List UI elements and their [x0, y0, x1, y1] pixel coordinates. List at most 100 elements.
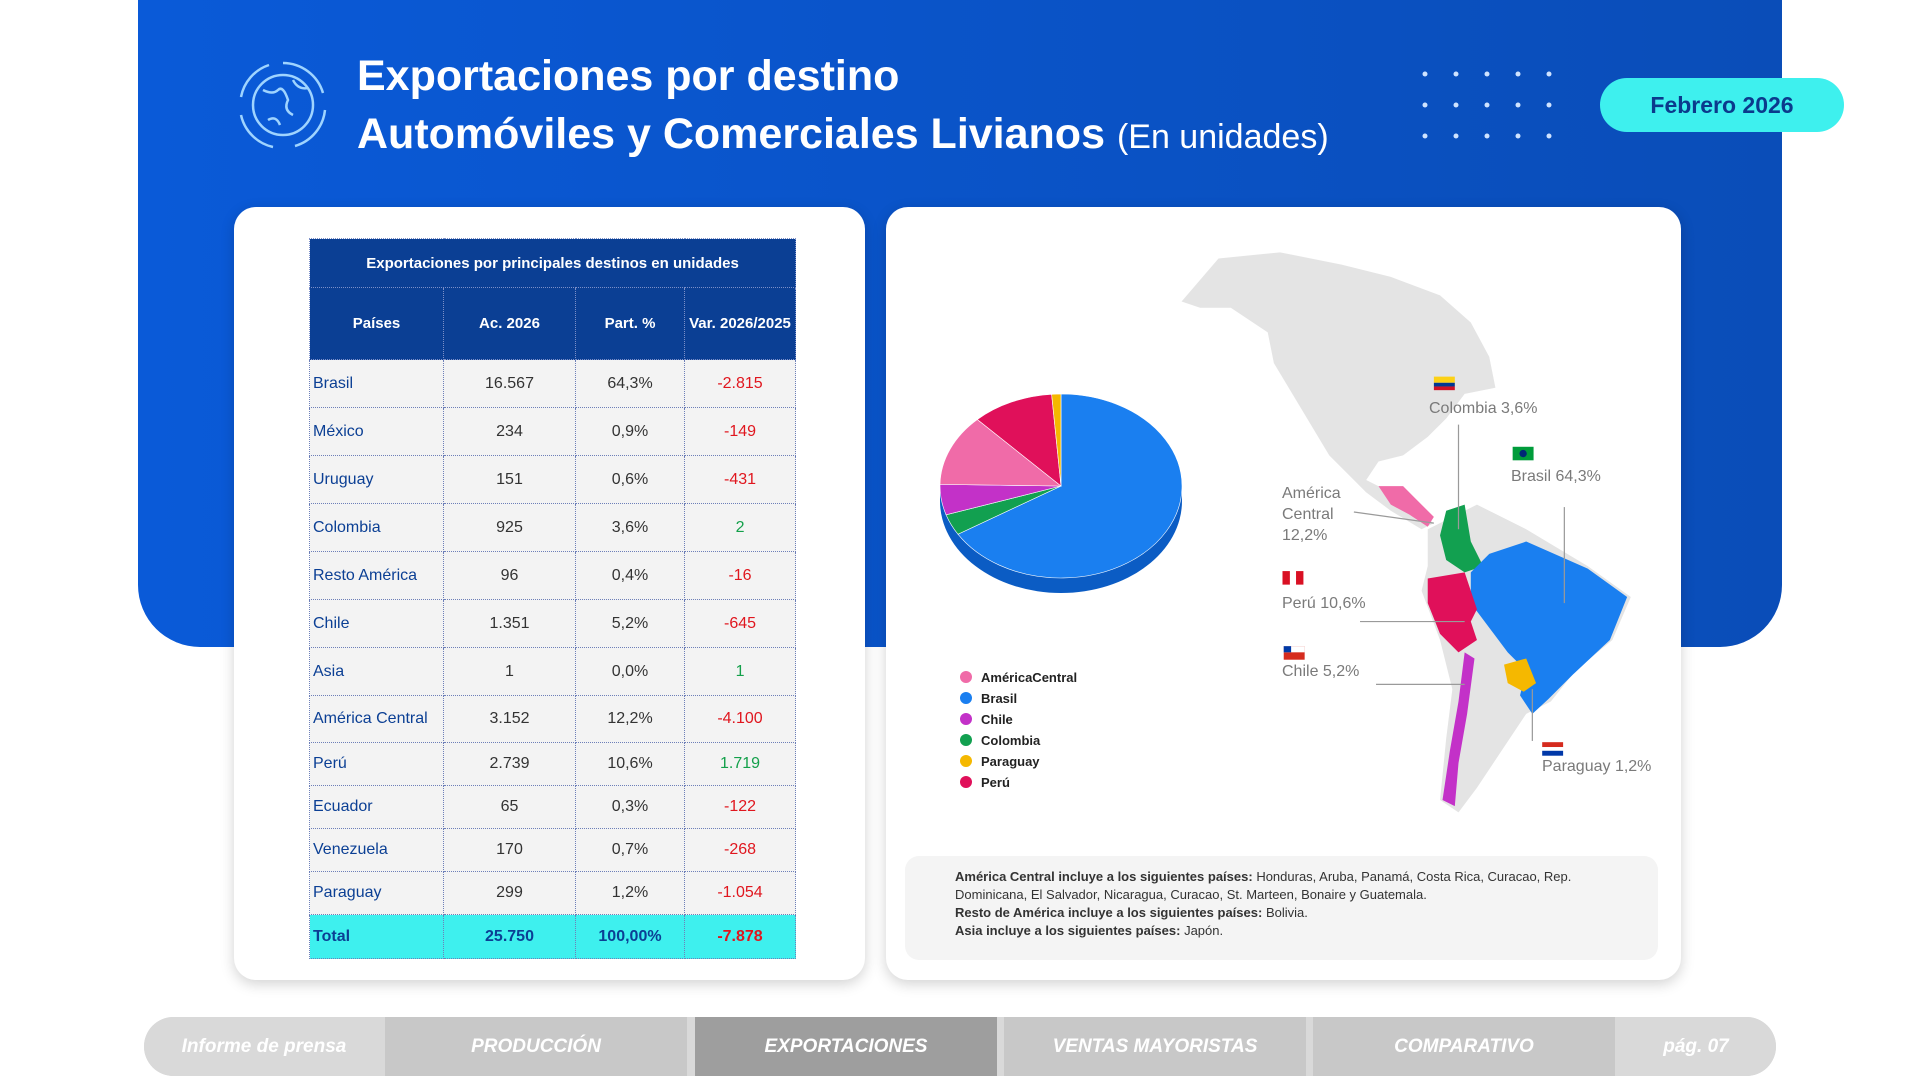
legend-item: Colombia — [960, 733, 1040, 748]
legend-item: Chile — [960, 712, 1013, 727]
table-cell: América Central — [309, 695, 444, 743]
table-cell: -122 — [683, 785, 797, 829]
table-cell: 0,9% — [575, 407, 685, 456]
column-header: Ac. 2026 — [443, 287, 576, 360]
table-row: Venezuela 170 0,7% -268 — [309, 828, 797, 872]
table-cell: -4.100 — [683, 695, 797, 743]
legend-swatch — [960, 755, 972, 767]
pie-slice — [939, 419, 1062, 487]
legend-swatch — [960, 671, 972, 683]
notes: América Central incluye a los siguientes… — [905, 856, 1658, 960]
map-label: Perú 10,6% — [1282, 595, 1366, 612]
nav-item[interactable]: PRODUCCIÓN — [385, 1017, 687, 1076]
table-cell: Brasil — [309, 359, 444, 408]
note-text: Honduras, Aruba, Panamá, Costa Rica, Cur… — [955, 869, 1572, 902]
pie-chart — [939, 393, 1183, 593]
note-text: Japón. — [1184, 923, 1224, 938]
unit: (En unidades) — [1116, 118, 1329, 156]
table-cell: Venezuela — [309, 828, 444, 872]
note-label: Asia incluye a los siguientes países: — [955, 923, 1181, 938]
table-cell: 100,00% — [575, 914, 685, 959]
table-cell: 25.750 — [443, 914, 576, 959]
pie-slice — [976, 393, 1062, 487]
legend-item: Paraguay — [960, 754, 1040, 769]
note: Resto de América incluye a los siguiente… — [955, 904, 1608, 922]
table-cell: Ecuador — [309, 785, 444, 829]
table-row: Perú 2.739 10,6% 1.719 — [309, 742, 797, 786]
table-cell: 3,6% — [575, 503, 685, 552]
legend-swatch — [960, 776, 972, 788]
nav-item[interactable]: COMPARATIVO — [1313, 1017, 1615, 1076]
nav-item[interactable]: EXPORTACIONES — [695, 1017, 997, 1076]
column-header: Var. 2026/2025 — [683, 287, 797, 360]
legend-swatch — [960, 713, 972, 725]
table-row: Brasil 16.567 64,3% -2.815 — [309, 359, 797, 408]
table-row: Ecuador 65 0,3% -122 — [309, 785, 797, 829]
legend-label: AméricaCentral — [981, 670, 1078, 685]
dot-grid — [1422, 71, 1552, 139]
table-cell: 1 — [683, 647, 797, 696]
table-cell: Chile — [309, 599, 444, 648]
nav-item: pág. 07 — [1616, 1017, 1776, 1076]
table-cell: 10,6% — [575, 742, 685, 786]
map-label: Chile 5,2% — [1282, 663, 1360, 680]
legend-label: Colombia — [981, 733, 1041, 748]
table-cell: 0,3% — [575, 785, 685, 829]
title: Exportaciones por destino — [357, 52, 900, 100]
globe-icon — [239, 61, 327, 149]
legend-swatch — [960, 692, 972, 704]
table-cell: -7.878 — [683, 914, 797, 959]
nav-item[interactable]: Informe de prensa — [144, 1017, 384, 1076]
map-label: Colombia 3,6% — [1429, 400, 1538, 417]
table-cell: -2.815 — [683, 359, 797, 408]
column-header: Part. % — [575, 287, 685, 360]
table-row: Total 25.750 100,00% -7.878 — [309, 914, 797, 959]
table-cell: 2 — [683, 503, 797, 552]
table-cell: 0,6% — [575, 455, 685, 504]
table-cell: 64,3% — [575, 359, 685, 408]
legend-label: Brasil — [981, 691, 1018, 706]
table-cell: Paraguay — [309, 871, 444, 915]
table-row: América Central 3.152 12,2% -4.100 — [309, 695, 797, 743]
table-row: Asia 1 0,0% 1 — [309, 647, 797, 696]
table-cell: 96 — [443, 551, 576, 600]
table-cell: -149 — [683, 407, 797, 456]
table-row: Paraguay 299 1,2% -1.054 — [309, 871, 797, 915]
table-cell: 925 — [443, 503, 576, 552]
table-cell: 16.567 — [443, 359, 576, 408]
table-row: Chile 1.351 5,2% -645 — [309, 599, 797, 648]
table-cell: -16 — [683, 551, 797, 600]
table-row: México 234 0,9% -149 — [309, 407, 797, 456]
table-cell: 1.351 — [443, 599, 576, 648]
footer-nav: Informe de prensa PRODUCCIÓN EXPORTACIONES… — [144, 1017, 1776, 1076]
note-label: Resto de América incluye a los siguiente… — [955, 905, 1263, 920]
table-cell: 234 — [443, 407, 576, 456]
table-title: Exportaciones por principales destinos e… — [308, 238, 797, 288]
legend-swatch — [960, 734, 972, 746]
column-header: Países — [309, 287, 444, 360]
table-row: Uruguay 151 0,6% -431 — [309, 455, 797, 504]
table-cell: -1.054 — [683, 871, 797, 915]
map-label: Brasil 64,3% — [1511, 468, 1601, 485]
legend-label: Chile — [981, 712, 1013, 727]
legend-item: Perú — [960, 775, 1010, 790]
table-cell: 3.152 — [443, 695, 576, 743]
table-row: Colombia 925 3,6% 2 — [309, 503, 797, 552]
table-cell: 170 — [443, 828, 576, 872]
legend-item: AméricaCentral — [960, 670, 1077, 685]
table-cell: -268 — [683, 828, 797, 872]
table-cell: Perú — [309, 742, 444, 786]
table-cell: Colombia — [309, 503, 444, 552]
table-cell: 299 — [443, 871, 576, 915]
subtitle: Automóviles y Comerciales Livianos (En u… — [357, 110, 1329, 159]
table-cell: 0,4% — [575, 551, 685, 600]
exports-table: Exportaciones por principales destinos e… — [308, 238, 797, 959]
legend-item: Brasil — [960, 691, 1017, 706]
note: América Central incluye a los siguientes… — [955, 868, 1608, 904]
table-cell: 5,2% — [575, 599, 685, 648]
nav-item[interactable]: VENTAS MAYORISTAS — [1004, 1017, 1306, 1076]
table-cell: 151 — [443, 455, 576, 504]
subtitle-main: Automóviles y Comerciales Livianos — [357, 110, 1105, 158]
table-cell: 12,2% — [575, 695, 685, 743]
